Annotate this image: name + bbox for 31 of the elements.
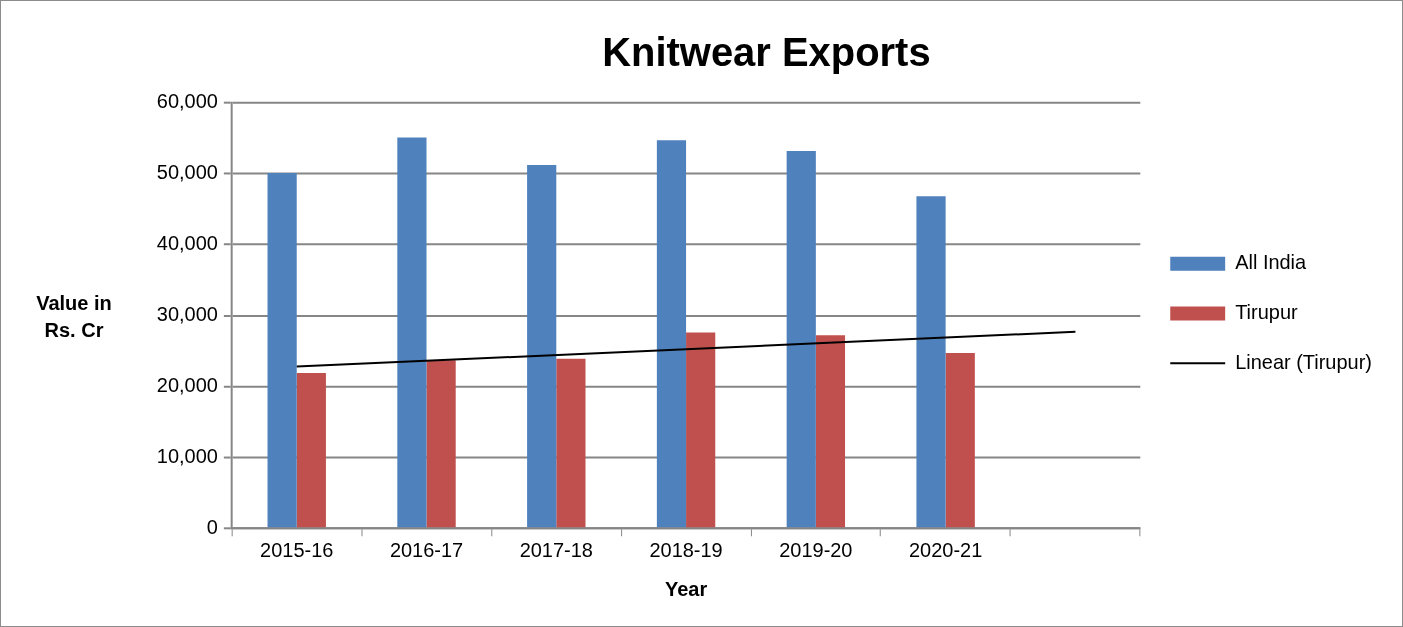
bar [656,140,687,528]
x-tick-label: 2020-21 [909,538,983,561]
bar [267,172,297,528]
x-tick-label: 2019-20 [779,538,853,561]
legend-label: All India [1235,251,1308,274]
legend-label: Tirupur [1235,301,1298,323]
x-tick-label: 2017-18 [519,538,593,561]
x-tick-label: 2018-19 [649,538,723,561]
y-tick-label: 30,000 [156,303,218,325]
bar [426,360,456,528]
y-tick-label: 0 [206,515,218,538]
bar [686,332,716,528]
legend-label: Linear (Tirupur) [1235,350,1372,373]
y-tick-label: 40,000 [156,232,218,255]
chart-title: Knitwear Exports [602,29,931,74]
x-axis-title: Year [664,577,708,600]
x-tick-label: 2016-17 [389,538,464,561]
bar [815,335,846,528]
x-tick-label: 2015-16 [260,538,334,561]
y-axis-title: Value in Rs. Cr [35,291,113,343]
y-tick-label: 20,000 [156,373,218,396]
y-tick-label: 50,000 [156,161,218,184]
bar [786,150,816,528]
bar [296,372,326,528]
bar [556,358,586,528]
y-tick-label: 10,000 [156,444,218,467]
y-tick-label: 60,000 [156,90,218,113]
bar [527,165,557,528]
bar [916,196,946,528]
bar [945,353,975,528]
bar [397,137,427,528]
